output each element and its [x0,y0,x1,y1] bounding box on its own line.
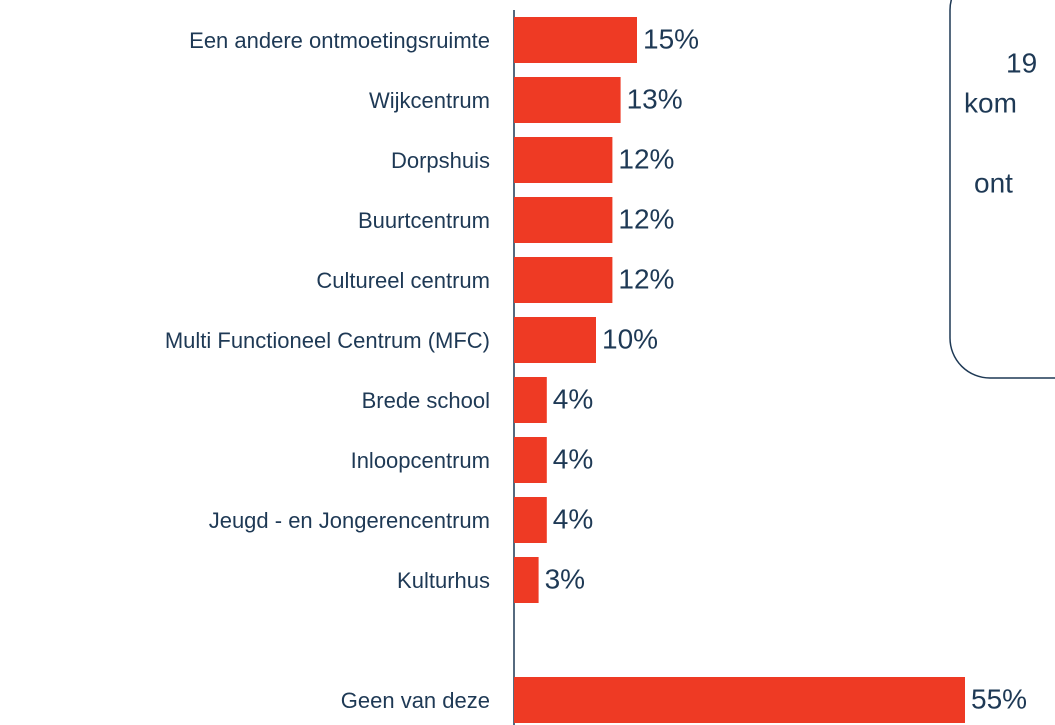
callout-text: 19 [1006,47,1037,78]
bar [514,377,547,423]
bar [514,137,613,183]
category-label: Een andere ontmoetingsruimte [189,28,490,53]
bar [514,257,613,303]
value-label: 12% [618,143,674,174]
bar [514,197,613,243]
bar [514,677,965,723]
value-label: 13% [627,83,683,114]
value-label: 3% [545,563,585,594]
callout-text: ont [974,167,1013,198]
bar [514,557,539,603]
value-label: 4% [553,443,593,474]
category-label: Brede school [362,388,490,413]
value-label: 12% [618,203,674,234]
category-label: Wijkcentrum [369,88,490,113]
category-label: Inloopcentrum [351,448,490,473]
category-label: Kulturhus [397,568,490,593]
value-label: 15% [643,23,699,54]
value-label: 4% [553,503,593,534]
category-label: Jeugd - en Jongerencentrum [209,508,490,533]
callout-text: kom [964,87,1017,118]
category-label: Dorpshuis [391,148,490,173]
bar [514,317,596,363]
callout-box [949,0,1055,379]
category-label: Cultureel centrum [316,268,490,293]
category-label: Geen van deze [341,688,490,713]
value-label: 4% [553,383,593,414]
value-label: 12% [618,263,674,294]
value-label: 10% [602,323,658,354]
bar [514,437,547,483]
bar [514,77,621,123]
bar [514,17,637,63]
bar [514,497,547,543]
category-label: Multi Functioneel Centrum (MFC) [165,328,490,353]
value-label: 55% [971,683,1027,714]
category-label: Buurtcentrum [358,208,490,233]
